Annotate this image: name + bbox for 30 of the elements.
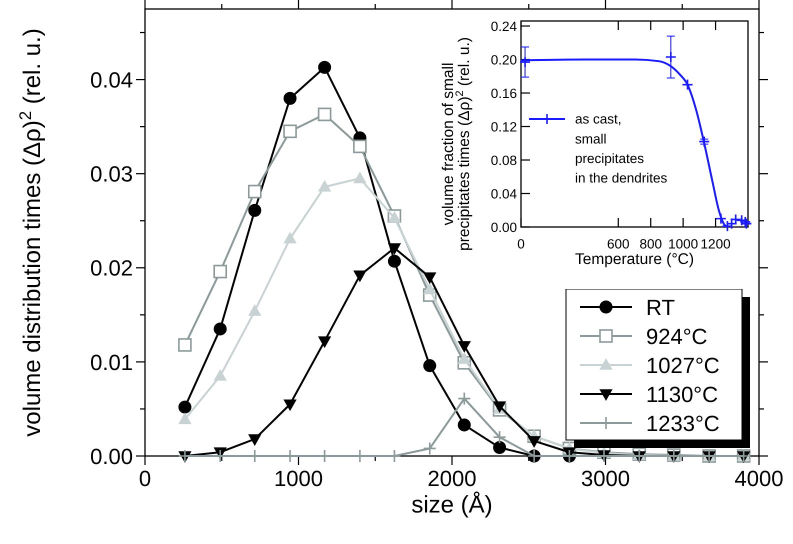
y-tick-label: 0.24 (490, 18, 518, 34)
y-tick-label: 0.04 (490, 186, 518, 202)
legend-label: 924°C (646, 324, 708, 349)
legend-label: 1130°C (646, 382, 718, 407)
x-tick-label: 800 (639, 236, 662, 252)
x-tick-label: 0 (138, 466, 152, 491)
x-tick-label: 1000 (274, 466, 323, 491)
x-tick-label: 0 (517, 236, 525, 252)
legend-label: 1233°C (646, 411, 720, 436)
x-axis-title: size (Å) (411, 492, 493, 519)
legend-label: RT (646, 295, 675, 320)
y-tick-label: 0.12 (490, 119, 517, 134)
y-tick-label: 0.08 (490, 152, 517, 168)
legend-label: 1027°C (646, 353, 720, 378)
y-tick-label: 0.04 (90, 68, 133, 92)
x-axis-title: Temperature (°C) (574, 251, 694, 268)
legend-label: as cast, small precipitates in the dendrites (575, 112, 668, 186)
y-tick-label: 0.03 (90, 162, 133, 187)
x-tick-label: 4000 (734, 466, 784, 491)
x-tick-label: 2000 (428, 466, 476, 491)
x-tick-label: 1200 (700, 236, 731, 252)
y-tick-label: 0.20 (490, 52, 517, 68)
y-tick-label: 0.00 (90, 444, 133, 469)
y-tick-label: 0.01 (90, 350, 133, 375)
y-tick-label: 0.00 (490, 220, 517, 235)
y-tick-label: 0.02 (90, 256, 133, 281)
x-tick-label: 1000 (668, 236, 698, 252)
y-tick-label: 0.16 (490, 86, 517, 101)
x-tick-label: 600 (607, 236, 630, 252)
x-tick-label: 3000 (581, 466, 630, 491)
